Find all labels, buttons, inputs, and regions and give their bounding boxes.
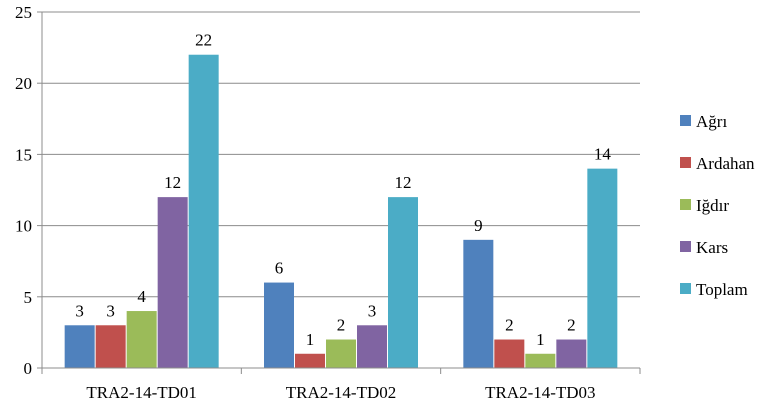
legend-swatch-2 [680, 199, 691, 210]
data-label: 3 [75, 301, 84, 320]
data-label: 1 [536, 330, 545, 349]
bar-1-0 [264, 282, 294, 368]
data-label: 12 [395, 173, 412, 192]
bar-1-3 [357, 325, 387, 368]
data-label: 2 [337, 316, 346, 335]
x-axis: TRA2-14-TD01 TRA2-14-TD02 TRA2-14-TD03 [41, 12, 641, 402]
data-label: 4 [137, 287, 146, 306]
bar-2-4 [587, 168, 618, 368]
data-label: 3 [106, 301, 115, 320]
legend-swatch-3 [680, 241, 691, 252]
y-tick-label: 20 [15, 74, 32, 93]
bar-0-3 [157, 197, 188, 368]
bar-0-0 [64, 325, 95, 368]
x-tick-label: TRA2-14-TD02 [286, 383, 396, 402]
y-tick-label: 25 [15, 3, 32, 22]
data-label: 9 [474, 216, 483, 235]
data-label: 12 [164, 173, 181, 192]
legend-swatch-4 [680, 283, 691, 294]
legend: Ağrı Ardahan Iğdır Kars Toplam [680, 112, 755, 299]
legend-label: Iğdır [696, 196, 729, 215]
bar-2-0 [463, 239, 494, 368]
data-label: 22 [195, 31, 212, 50]
legend-label: Kars [696, 238, 728, 257]
legend-swatch-1 [680, 157, 691, 168]
bar-0-1 [95, 325, 126, 368]
legend-swatch-0 [680, 115, 691, 126]
y-tick-label: 0 [24, 359, 33, 378]
data-label: 1 [306, 330, 315, 349]
legend-label: Toplam [696, 280, 748, 299]
bar-1-4 [388, 197, 418, 368]
bar-1-1 [295, 353, 325, 368]
y-axis-ticks: 0 5 10 15 20 25 [15, 3, 42, 378]
legend-label: Ardahan [696, 154, 755, 173]
bars [64, 54, 618, 368]
data-label: 3 [368, 301, 377, 320]
x-tick-label: TRA2-14-TD01 [86, 383, 196, 402]
bar-1-2 [326, 339, 356, 368]
y-tick-label: 5 [24, 288, 33, 307]
bar-2-2 [525, 353, 556, 368]
data-label: 2 [505, 316, 514, 335]
bar-0-4 [188, 54, 219, 368]
bar-2-3 [556, 339, 587, 368]
gridlines [42, 11, 640, 298]
y-tick-label: 15 [15, 145, 32, 164]
bar-2-1 [494, 339, 525, 368]
bar-0-2 [126, 311, 157, 368]
data-label: 14 [594, 145, 612, 164]
data-label: 2 [567, 316, 576, 335]
legend-label: Ağrı [696, 112, 727, 131]
data-label: 6 [275, 259, 284, 278]
x-tick-label: TRA2-14-TD03 [485, 383, 595, 402]
y-tick-label: 10 [15, 217, 32, 236]
